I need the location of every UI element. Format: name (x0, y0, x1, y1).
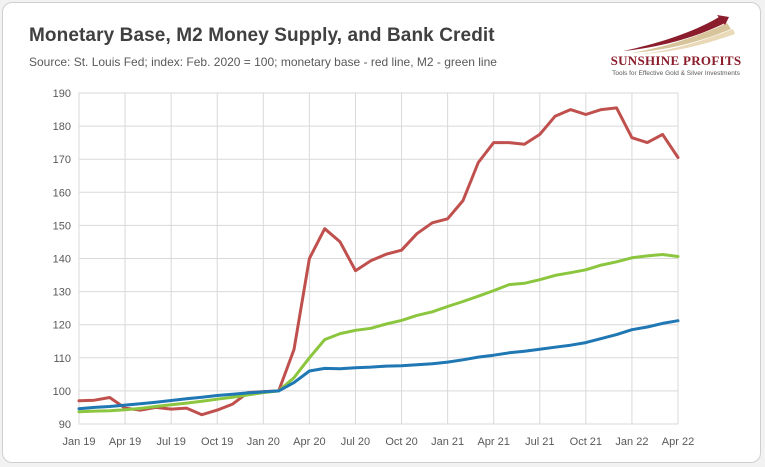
y-tick-label: 190 (53, 88, 71, 100)
x-tick-label: Oct 21 (570, 436, 602, 448)
x-tick-label: Apr 19 (109, 436, 141, 448)
y-tick-label: 170 (53, 154, 71, 166)
logo-tagline: Tools for Effective Gold & Silver Invest… (612, 70, 740, 77)
chart-subtitle: Source: St. Louis Fed; index: Feb. 2020 … (29, 55, 497, 69)
x-tick-label: Apr 22 (662, 436, 694, 448)
x-tick-label: Jan 21 (431, 436, 464, 448)
x-tick-label: Jan 20 (247, 436, 280, 448)
x-tick-label: Oct 19 (201, 436, 233, 448)
x-tick-label: Jan 19 (62, 436, 95, 448)
x-tick-label: Jul 19 (156, 436, 185, 448)
y-tick-label: 110 (53, 353, 71, 365)
series-line-2 (77, 319, 680, 411)
y-tick-label: 90 (59, 419, 71, 431)
y-tick-label: 130 (53, 287, 71, 299)
chart-title: Monetary Base, M2 Money Supply, and Bank… (29, 25, 495, 46)
x-tick-label: Jul 21 (525, 436, 554, 448)
x-tick-label: Jan 22 (615, 436, 648, 448)
chart-card: Monetary Base, M2 Money Supply, and Bank… (2, 2, 761, 463)
y-tick-label: 100 (53, 386, 71, 398)
x-tick-label: Oct 20 (385, 436, 417, 448)
y-tick-label: 150 (53, 220, 71, 232)
series-line-0 (77, 106, 680, 417)
sunshine-profits-logo: SUNSHINE PROFITS Tools for Effective Gol… (601, 13, 751, 83)
y-tick-label: 140 (53, 254, 71, 266)
x-tick-label: Apr 21 (477, 436, 509, 448)
logo-name: SUNSHINE PROFITS (610, 53, 742, 68)
y-tick-label: 180 (53, 121, 71, 133)
x-tick-label: Apr 20 (293, 436, 325, 448)
line-chart: 90 100 110 120 130 140 150 160 170 180 190 Jan 19 Ap… (53, 88, 695, 448)
y-tick-label: 120 (53, 320, 71, 332)
series-line-1 (77, 253, 680, 414)
y-tick-label: 160 (53, 187, 71, 199)
x-tick-label: Jul 20 (341, 436, 370, 448)
rising-swoosh-icon (623, 15, 735, 54)
